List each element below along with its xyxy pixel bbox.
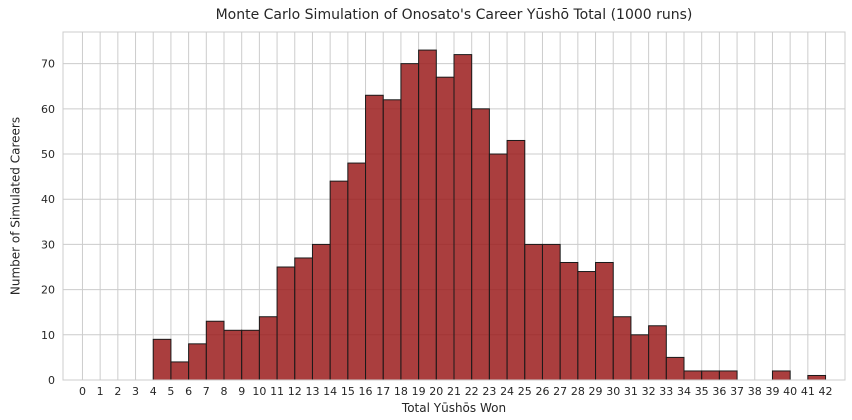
histogram-bar-8: [223, 329, 243, 381]
x-tick-label: 15: [341, 385, 355, 398]
histogram-bar-22: [471, 108, 490, 381]
x-tick-label: 12: [288, 385, 302, 398]
y-tick-label: 50: [41, 148, 55, 161]
x-tick-label: 30: [606, 385, 620, 398]
x-tick-label: 0: [79, 385, 86, 398]
histogram-bar-24: [506, 139, 526, 381]
histogram-bar-34: [683, 370, 703, 381]
histogram-bar-20: [435, 76, 455, 381]
x-tick-label: 17: [376, 385, 390, 398]
histogram-bar-19: [418, 49, 437, 381]
x-tick-label: 1: [97, 385, 104, 398]
x-tick-label: 10: [252, 385, 266, 398]
x-axis-label: Total Yūshōs Won: [401, 401, 506, 415]
y-axis-label: Number of Simulated Careers: [9, 117, 23, 295]
x-tick-label: 27: [553, 385, 567, 398]
histogram-bar-5: [170, 361, 190, 381]
x-tick-label: 32: [642, 385, 656, 398]
histogram-bar-4: [152, 338, 172, 381]
x-tick-label: 39: [765, 385, 779, 398]
histogram-bar-11: [276, 266, 296, 381]
x-tick-label: 9: [238, 385, 245, 398]
x-tick-label: 18: [394, 385, 408, 398]
histogram-bar-9: [241, 329, 260, 381]
x-tick-label: 7: [203, 385, 210, 398]
x-tick-label: 20: [429, 385, 443, 398]
histogram-bar-26: [541, 243, 561, 381]
histogram-bar-16: [365, 94, 384, 381]
x-tick-label: 42: [819, 385, 833, 398]
x-tick-label: 23: [482, 385, 496, 398]
x-tick-label: 38: [748, 385, 762, 398]
x-tick-label: 35: [695, 385, 709, 398]
x-tick-label: 24: [500, 385, 514, 398]
histogram-bar-15: [347, 162, 367, 381]
y-tick-label: 30: [41, 238, 55, 251]
histogram-bar-28: [577, 271, 597, 381]
y-tick-label: 20: [41, 284, 55, 297]
x-tick-label: 34: [677, 385, 691, 398]
plot-frame: [62, 31, 846, 381]
x-tick-label: 2: [114, 385, 121, 398]
x-tick-label: 28: [571, 385, 585, 398]
x-tick-label: 21: [447, 385, 461, 398]
histogram-bar-36: [718, 370, 738, 381]
histogram-bar-30: [612, 316, 632, 381]
x-tick-label: 36: [712, 385, 726, 398]
histogram-bar-14: [329, 180, 349, 381]
x-tick-label: 8: [221, 385, 228, 398]
histogram-bar-29: [595, 261, 614, 381]
histogram-bar-17: [382, 99, 402, 381]
histogram-bar-31: [630, 334, 650, 381]
chart-title: Monte Carlo Simulation of Onosato's Care…: [216, 7, 693, 23]
x-tick-label: 31: [624, 385, 638, 398]
x-tick-label: 11: [270, 385, 284, 398]
x-tick-label: 29: [589, 385, 603, 398]
x-tick-label: 26: [535, 385, 549, 398]
histogram-bar-23: [488, 153, 508, 381]
x-tick-label: 4: [150, 385, 157, 398]
y-tick-label: 40: [41, 193, 55, 206]
x-tick-label: 40: [783, 385, 797, 398]
histogram-bar-21: [453, 54, 473, 381]
histogram-bar-18: [400, 63, 420, 381]
x-tick-label: 13: [305, 385, 319, 398]
histogram-bar-32: [648, 325, 667, 381]
histogram-bar-25: [524, 243, 543, 381]
x-tick-label: 6: [185, 385, 192, 398]
x-tick-label: 5: [167, 385, 174, 398]
x-tick-label: 25: [518, 385, 532, 398]
x-tick-label: 16: [359, 385, 373, 398]
x-tick-label: 14: [323, 385, 337, 398]
x-tick-label: 33: [659, 385, 673, 398]
histogram-bar-12: [294, 257, 313, 381]
x-tick-label: 22: [465, 385, 479, 398]
y-tick-label: 10: [41, 329, 55, 342]
x-tick-label: 37: [730, 385, 744, 398]
histogram-bar-6: [188, 343, 207, 381]
x-tick-label: 41: [801, 385, 815, 398]
histogram-bar-39: [771, 370, 791, 381]
x-tick-label: 19: [412, 385, 426, 398]
histogram-bar-13: [311, 243, 331, 381]
x-tick-label: 3: [132, 385, 139, 398]
histogram-bar-35: [701, 370, 720, 381]
histogram-bar-7: [205, 320, 225, 381]
histogram-bar-27: [559, 261, 579, 381]
y-tick-label: 60: [41, 103, 55, 116]
histogram-bar-33: [665, 356, 685, 381]
histogram-bar-41: [807, 374, 827, 381]
y-tick-labels: 0 10 20 30 40 50 60 70: [41, 58, 55, 387]
histogram-bar-10: [258, 316, 278, 381]
y-tick-label: 70: [41, 58, 55, 71]
y-tick-label: 0: [48, 374, 55, 387]
x-tick-labels: 0 1 2 3 4 5 6 7 8 9 10 11 12 13 14 15 16 17 18 19 20 21 22 23 24…: [79, 385, 833, 398]
